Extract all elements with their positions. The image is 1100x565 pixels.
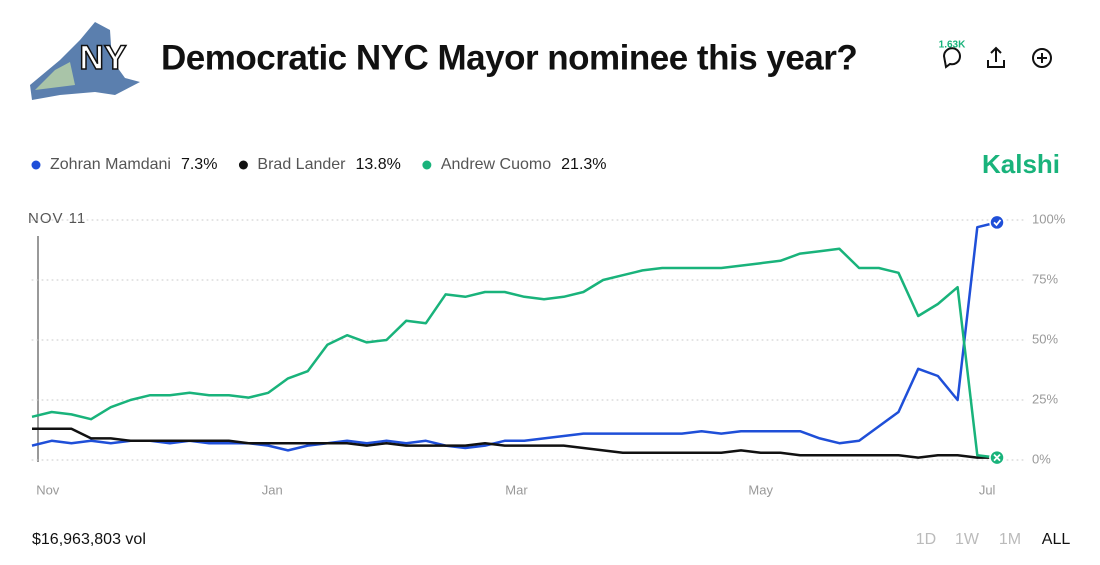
range-option[interactable]: ALL	[1042, 531, 1071, 548]
end-marker	[989, 214, 1005, 231]
logo-text: NY	[79, 39, 127, 77]
legend-swatch	[31, 160, 41, 170]
end-icon	[993, 453, 1001, 462]
logo: NY	[30, 22, 140, 100]
legend-name: Brad Lander	[257, 156, 346, 173]
add-button[interactable]	[1032, 48, 1052, 68]
volume: $16,963,803 vol	[32, 531, 146, 548]
hover-date: NOV 11	[28, 210, 86, 227]
y-tick-label: 100%	[1032, 211, 1066, 226]
y-tick-label: 25%	[1032, 391, 1058, 406]
range-option[interactable]: 1W	[955, 531, 980, 548]
y-tick-label: 75%	[1032, 271, 1058, 286]
x-tick-label: Mar	[505, 482, 528, 497]
series-line	[31, 221, 998, 452]
y-tick-label: 0%	[1032, 451, 1051, 466]
range-selector: 1D 1W 1M ALL	[916, 531, 1071, 548]
series-line	[31, 247, 998, 459]
legend-value: 21.3%	[561, 156, 606, 173]
series-line	[32, 427, 997, 459]
legend-name: Andrew Cuomo	[441, 156, 551, 173]
comment-count: 1.63K	[939, 40, 966, 51]
comment-button[interactable]	[942, 47, 961, 69]
x-tick-label: Nov	[36, 482, 60, 497]
plot: 0% 25% 50% 75% 100% Nov Jan Mar May Jul Zohran Mam…	[31, 156, 1066, 497]
y-tick-label: 50%	[1032, 331, 1058, 346]
title: Democratic NYC Mayor nominee this year?	[161, 38, 857, 77]
x-tick-label: Jul	[979, 482, 996, 497]
x-tick-label: May	[748, 482, 773, 497]
legend-swatch	[422, 160, 432, 170]
legend-swatch	[238, 160, 248, 170]
range-option[interactable]: 1M	[999, 531, 1021, 548]
share-button[interactable]	[987, 46, 1005, 68]
legend-value: 13.8%	[355, 156, 400, 173]
range-option[interactable]: 1D	[916, 531, 936, 548]
brand: Kalshi	[982, 149, 1060, 179]
legend-name: Zohran Mamdani	[50, 156, 171, 173]
x-tick-label: Jan	[262, 482, 283, 497]
legend-value: 7.3%	[181, 156, 217, 173]
end-icon	[993, 219, 1002, 227]
